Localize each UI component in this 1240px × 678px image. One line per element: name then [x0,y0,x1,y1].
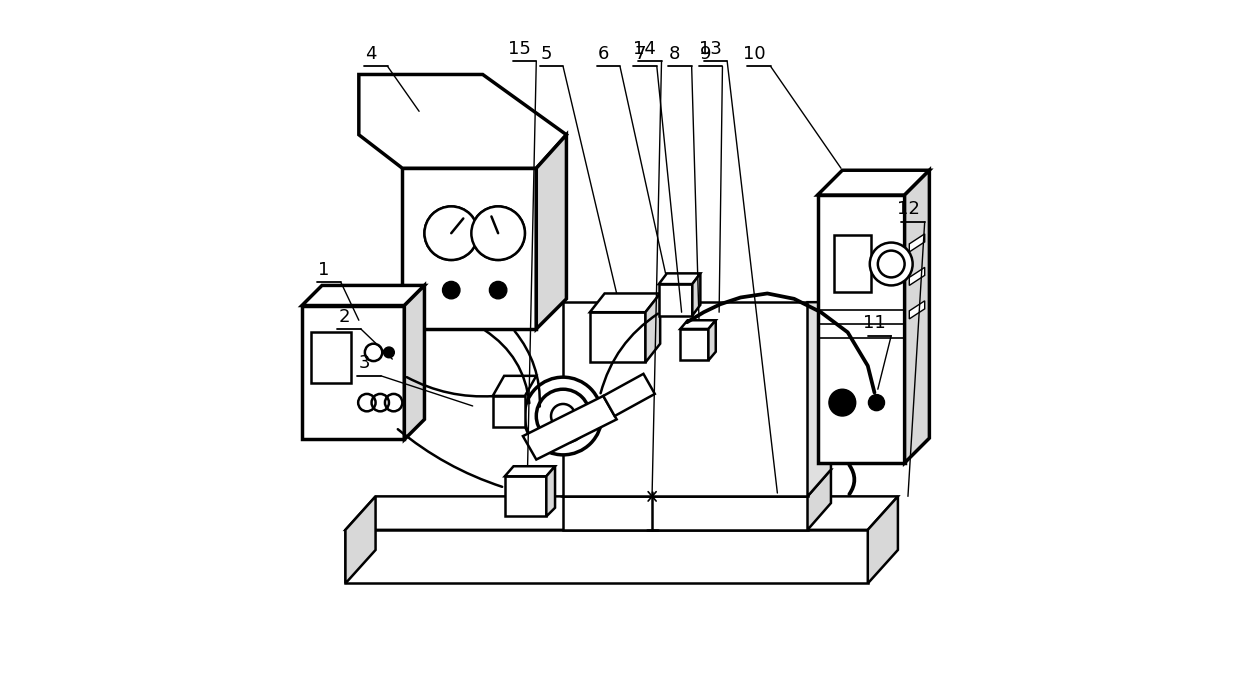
Polygon shape [807,470,831,530]
Text: 12: 12 [897,201,919,218]
Circle shape [878,251,905,277]
Polygon shape [658,273,701,284]
Polygon shape [909,267,925,285]
Polygon shape [492,396,525,427]
Circle shape [424,206,479,260]
Polygon shape [547,466,556,517]
Polygon shape [868,496,898,584]
Text: 1: 1 [319,261,330,279]
Polygon shape [681,320,715,329]
Text: 6: 6 [598,45,609,63]
Text: 14: 14 [634,40,656,58]
Polygon shape [817,195,905,463]
Text: 3: 3 [358,355,370,372]
Text: 5: 5 [541,45,552,63]
Circle shape [383,347,394,358]
Circle shape [471,206,525,260]
Polygon shape [817,170,930,195]
Polygon shape [358,75,567,168]
Polygon shape [346,496,898,530]
Polygon shape [346,496,376,584]
Circle shape [525,377,601,455]
Circle shape [828,389,856,416]
Polygon shape [807,302,831,496]
Polygon shape [563,302,807,496]
Circle shape [869,243,913,285]
Polygon shape [658,284,692,315]
Polygon shape [563,470,831,496]
Polygon shape [590,312,646,363]
Text: 7: 7 [635,45,646,63]
Polygon shape [310,332,351,382]
Polygon shape [909,301,925,319]
Polygon shape [346,530,868,584]
Circle shape [424,206,479,260]
Circle shape [471,206,525,260]
Polygon shape [536,135,567,329]
Text: 9: 9 [699,45,712,63]
Text: 8: 8 [670,45,681,63]
Polygon shape [523,396,616,460]
Polygon shape [681,329,708,361]
Polygon shape [563,496,807,530]
Circle shape [868,395,884,411]
Polygon shape [505,466,556,476]
Polygon shape [909,234,925,252]
Text: 11: 11 [863,315,885,332]
Polygon shape [590,294,660,312]
Polygon shape [646,294,660,363]
Circle shape [551,404,575,428]
Circle shape [536,389,590,443]
Polygon shape [301,306,404,439]
Text: 2: 2 [339,308,350,325]
Text: 15: 15 [508,40,531,58]
Circle shape [490,281,507,299]
Text: 4: 4 [365,45,377,63]
Polygon shape [402,168,536,329]
Polygon shape [905,170,930,463]
Polygon shape [404,285,424,439]
Polygon shape [835,235,872,292]
Polygon shape [692,273,701,315]
Polygon shape [603,374,655,416]
Text: 10: 10 [743,45,765,63]
Circle shape [443,281,460,299]
Text: 13: 13 [699,40,722,58]
Polygon shape [708,320,715,361]
Polygon shape [492,376,536,396]
Polygon shape [301,285,424,306]
Polygon shape [505,476,547,517]
